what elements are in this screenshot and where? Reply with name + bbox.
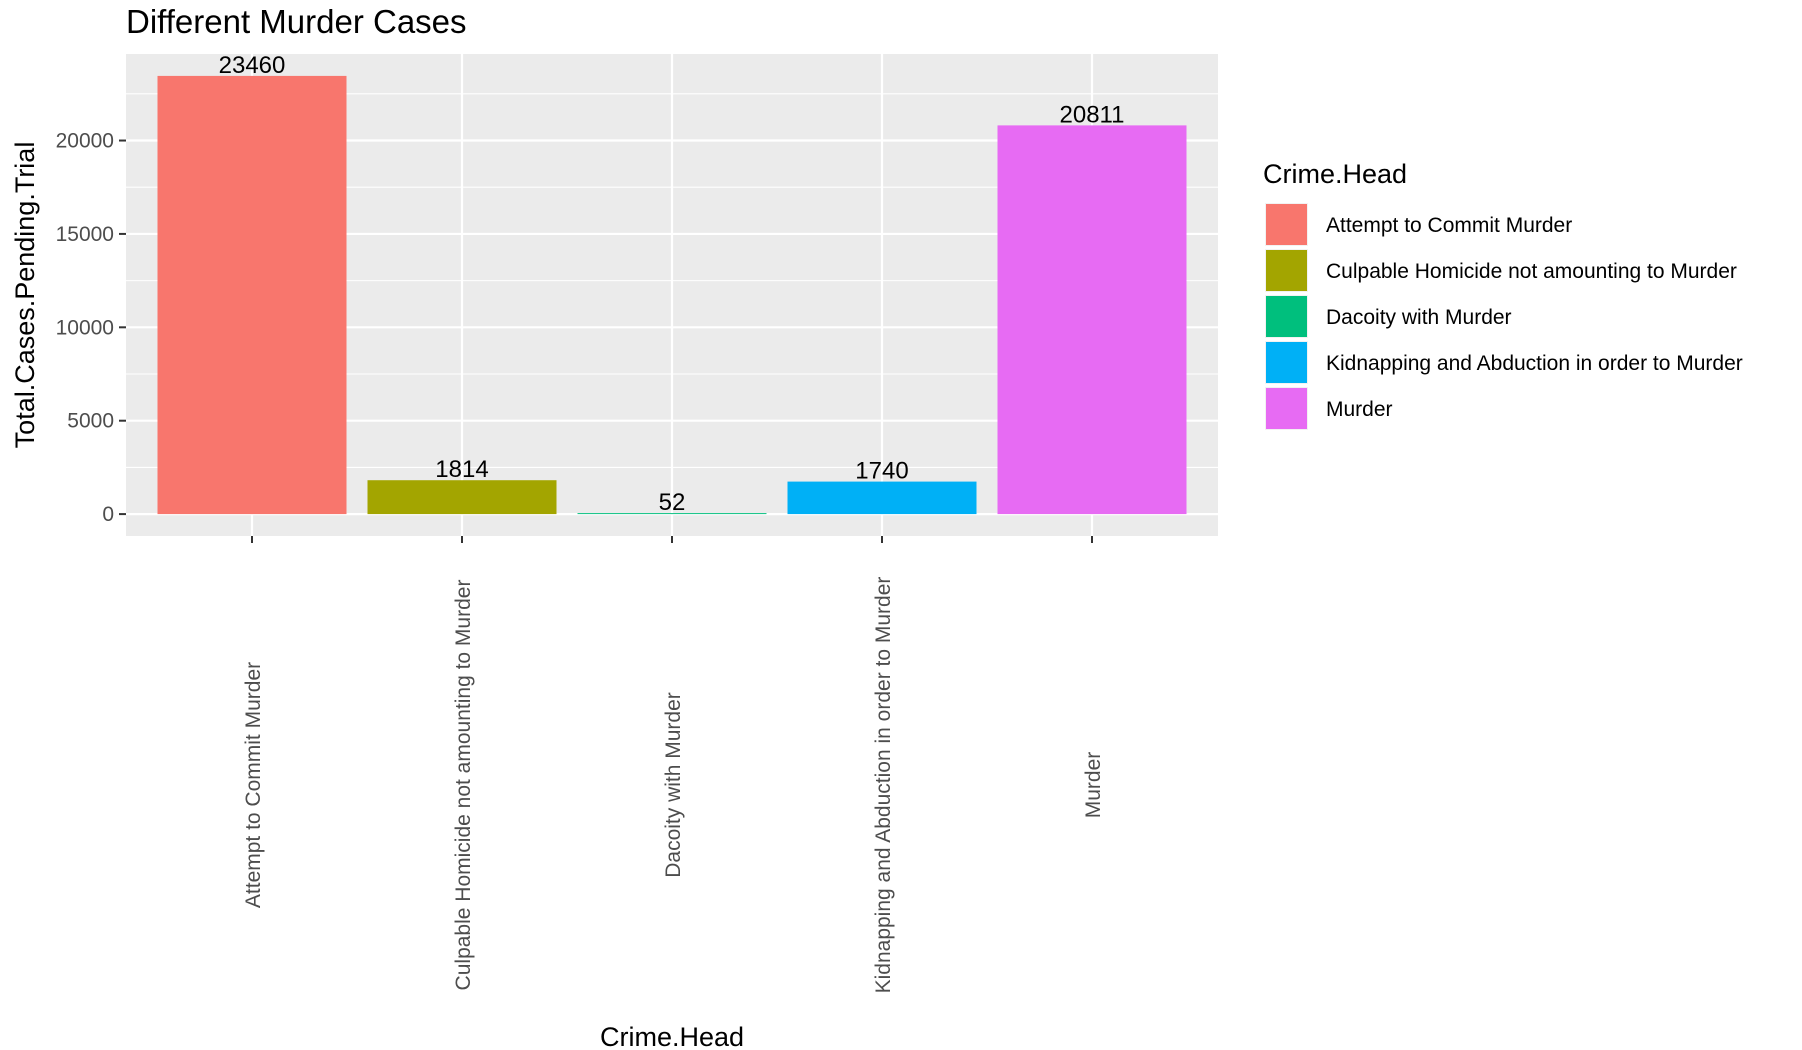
chart-title: Different Murder Cases — [126, 3, 467, 40]
legend-swatch — [1266, 342, 1307, 383]
x-tick-label: Murder — [1082, 752, 1105, 819]
x-axis-title: Crime.Head — [600, 1022, 744, 1050]
legend-swatch — [1266, 296, 1307, 337]
y-tick-label: 10000 — [56, 316, 114, 339]
legend-swatch — [1266, 388, 1307, 429]
bar — [367, 480, 557, 515]
legend-swatch — [1266, 204, 1307, 245]
x-tick-label: Kidnapping and Abduction in order to Mur… — [872, 577, 895, 994]
y-tick-label: 0 — [102, 503, 114, 526]
data-label: 20811 — [1060, 101, 1125, 128]
legend-title: Crime.Head — [1263, 159, 1407, 189]
y-axis: 0 5000 10000 15000 20000 — [56, 130, 126, 526]
legend-swatch — [1266, 250, 1307, 291]
legend-entry-label: Culpable Homicide not amounting to Murde… — [1326, 260, 1737, 283]
legend: Crime.Head Attempt to Commit Murder Culpa… — [1263, 159, 1743, 430]
data-label: 1740 — [855, 458, 908, 485]
bar — [157, 75, 347, 515]
y-tick-label: 5000 — [67, 410, 114, 433]
bars — [157, 75, 1187, 515]
data-labels: 23460 1814 52 1740 20811 — [219, 52, 1125, 516]
y-tick-label: 15000 — [56, 223, 114, 246]
legend-entry-label: Attempt to Commit Murder — [1326, 214, 1572, 237]
bar — [997, 125, 1187, 515]
bar — [577, 513, 767, 515]
x-tick-label: Attempt to Commit Murder — [242, 662, 265, 908]
x-tick-label: Culpable Homicide not amounting to Murde… — [452, 580, 475, 991]
legend-entry-label: Murder — [1326, 398, 1393, 421]
y-tick-label: 20000 — [56, 130, 114, 153]
x-tick-label: Dacoity with Murder — [662, 692, 685, 878]
legend-entry-label: Kidnapping and Abduction in order to Mur… — [1326, 352, 1743, 375]
legend-entry-label: Dacoity with Murder — [1326, 306, 1512, 329]
data-label: 23460 — [219, 52, 286, 79]
data-label: 1814 — [435, 456, 488, 483]
x-axis: Attempt to Commit Murder Culpable Homicid… — [242, 536, 1105, 993]
bar — [787, 481, 977, 515]
y-axis-title: Total.Cases.Pending.Trial — [10, 142, 40, 449]
data-label: 52 — [659, 489, 686, 516]
